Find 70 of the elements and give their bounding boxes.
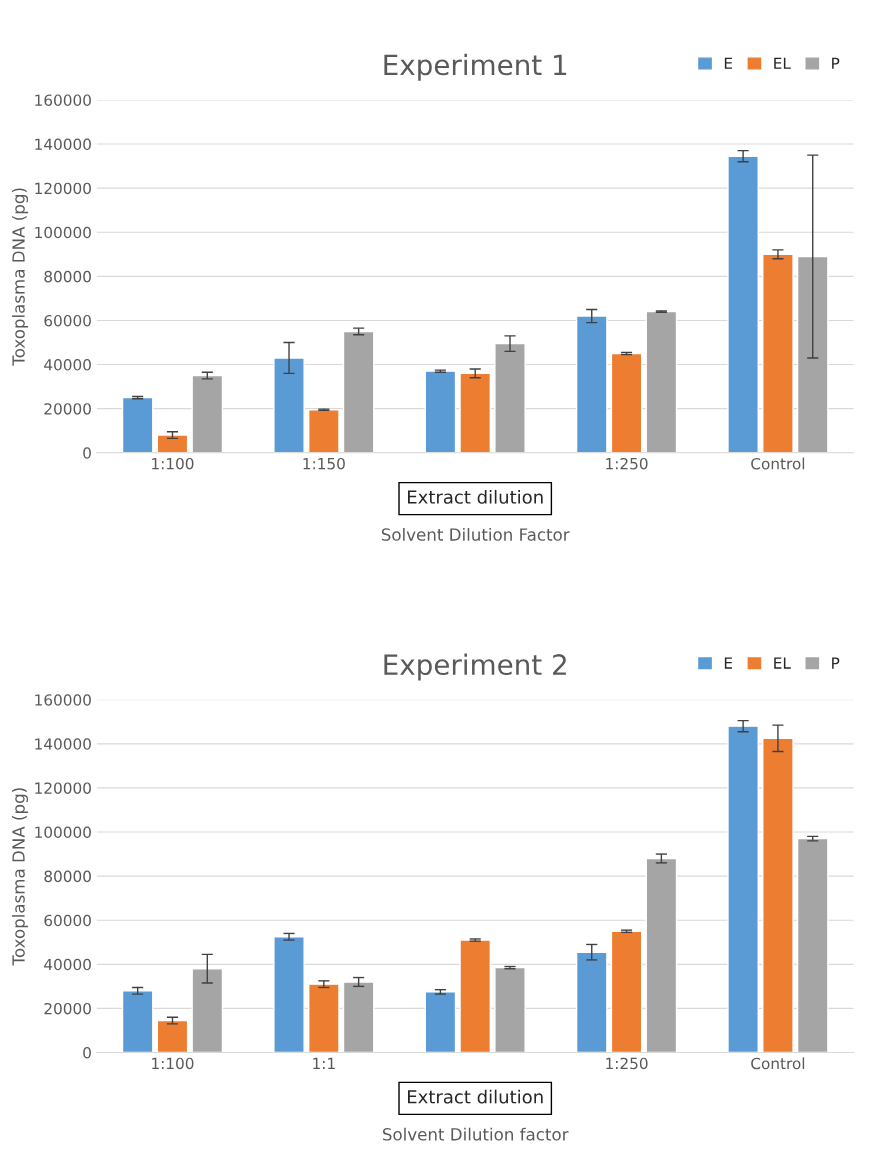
x-tick-label: 1:100 — [152, 1057, 194, 1070]
y-tick-label: 140000 — [35, 738, 91, 750]
text: Extract dilution — [408, 489, 543, 504]
y-axis-title: Toxoplasma DNA (pg) — [11, 188, 29, 366]
y-tick-label: 20000 — [44, 403, 91, 415]
bar — [156, 434, 189, 453]
bar — [191, 968, 224, 1053]
bar — [494, 966, 526, 1053]
bar — [191, 374, 224, 453]
bar — [424, 991, 457, 1053]
x-tick-label: 1:250 — [606, 1057, 648, 1070]
y-tick-label: 60000 — [44, 314, 91, 327]
x-tick-label: 1:1 — [313, 1057, 335, 1069]
chart-title: Experiment 1 — [384, 53, 567, 81]
bar — [762, 253, 794, 453]
legend-label: P — [832, 657, 840, 669]
bar — [459, 372, 492, 453]
bar — [610, 930, 643, 1053]
bar — [273, 357, 305, 453]
x-tick-label: Control — [751, 1057, 805, 1070]
bar — [796, 255, 829, 453]
x-tick-label: 1:100 — [152, 457, 194, 470]
x-axis-title: Solvent Dilution Factor — [381, 527, 570, 541]
bar — [121, 396, 154, 453]
bar — [156, 1019, 189, 1053]
x-axis-title: Solvent Dilution factor — [382, 1127, 569, 1141]
bar — [424, 370, 457, 453]
y-tick-label: 0 — [83, 447, 91, 459]
bar — [727, 155, 759, 453]
bar — [494, 342, 526, 453]
legend-label: P — [832, 57, 840, 69]
y-tick-label: 160000 — [35, 94, 91, 106]
bar — [727, 725, 759, 1053]
legend-label: E — [724, 657, 733, 669]
x-tick-label: Control — [751, 457, 805, 470]
x-tick-label: 1:250 — [606, 457, 648, 470]
bar — [121, 990, 154, 1053]
y-tick-label: 120000 — [35, 182, 91, 195]
chart-title: Experiment 2 — [384, 653, 566, 681]
legend-label: E — [724, 57, 733, 69]
bar — [645, 857, 678, 1053]
bar — [342, 981, 375, 1053]
bar — [575, 315, 608, 453]
x-tick-label: 1:150 — [303, 457, 345, 470]
bar — [575, 951, 608, 1053]
y-tick-label: 60000 — [44, 914, 91, 927]
y-tick-label: 20000 — [44, 1002, 91, 1015]
y-tick-label: 40000 — [44, 958, 91, 971]
y-tick-label: 160000 — [35, 694, 91, 706]
bar — [308, 409, 340, 453]
bar — [273, 936, 305, 1053]
legend-label: EL — [774, 657, 791, 669]
y-tick-label: 100000 — [35, 226, 91, 239]
y-tick-label: 0 — [83, 1046, 91, 1059]
y-tick-label: 80000 — [44, 870, 91, 883]
legend-label: EL — [774, 57, 791, 69]
y-tick-label: 120000 — [35, 782, 91, 794]
bar — [796, 837, 829, 1053]
bar — [342, 330, 375, 453]
bar — [459, 939, 492, 1053]
y-tick-label: 100000 — [35, 826, 91, 839]
y-tick-label: 40000 — [44, 359, 91, 371]
bar — [645, 310, 678, 453]
bar — [308, 983, 340, 1053]
y-axis-title: Toxoplasma DNA (pg) — [11, 788, 29, 966]
bar — [610, 352, 643, 453]
bar — [762, 737, 794, 1053]
y-tick-label: 140000 — [35, 138, 91, 151]
y-tick-label: 80000 — [44, 270, 91, 283]
text: Extract dilution — [408, 1089, 543, 1104]
